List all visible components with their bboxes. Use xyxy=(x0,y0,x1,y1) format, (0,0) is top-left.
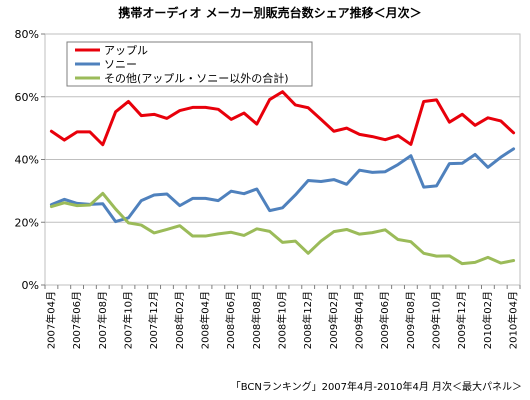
x-tick-label: 2008年10月 xyxy=(276,291,289,349)
series-line-1 xyxy=(49,147,516,224)
x-tick-label: 2008年06月 xyxy=(224,291,237,349)
y-axis: 0% 20% 40% 60% 80% xyxy=(15,28,45,292)
legend-label: その他(アップル・ソニー以外の合計) xyxy=(104,71,289,85)
gridlines xyxy=(45,96,520,223)
y-tick-label: 0% xyxy=(22,279,39,292)
y-tick-label: 60% xyxy=(15,91,39,104)
y-tick-label: 20% xyxy=(15,216,39,229)
x-tick-label: 2008年04月 xyxy=(198,291,211,349)
x-tick-label: 2007年06月 xyxy=(70,291,83,349)
legend-label: ソニー xyxy=(104,58,137,71)
x-tick-label: 2007年12月 xyxy=(147,291,160,349)
x-tick-label: 2008年08月 xyxy=(250,291,263,349)
x-tick-label: 2010年04月 xyxy=(507,291,520,349)
x-tick-label: 2009年06月 xyxy=(378,291,391,349)
x-tick-label: 2007年08月 xyxy=(96,291,109,349)
x-tick-label: 2008年12月 xyxy=(301,291,314,349)
x-tick-label: 2009年10月 xyxy=(430,291,443,349)
x-axis: 2007年04月 2007年06月 2007年08月 2007年10月 2007年12月… xyxy=(44,285,521,349)
series-lines xyxy=(49,90,516,266)
x-tick-label: 2009年08月 xyxy=(404,291,417,349)
series-line-2 xyxy=(49,191,516,266)
legend-label: アップル xyxy=(104,44,148,57)
x-tick-label: 2009年04月 xyxy=(353,291,366,349)
series-line-0 xyxy=(49,90,516,147)
y-tick-label: 40% xyxy=(15,154,39,167)
x-tick-label: 2010年02月 xyxy=(481,291,494,349)
legend-box xyxy=(66,41,313,87)
source-note: 「BCNランキング」2007年4月-2010年4月 月次＜最大パネル＞ xyxy=(230,382,522,393)
x-tick-label: 2009年12月 xyxy=(455,291,468,349)
y-tick-label: 80% xyxy=(15,28,39,41)
chart-title: 携帯オーディオ メーカー別販売台数シェア推移＜月次＞ xyxy=(118,5,421,20)
x-tick-label: 2007年10月 xyxy=(121,291,134,349)
x-tick-label: 2009年02月 xyxy=(327,291,340,349)
x-tick-label: 2007年04月 xyxy=(44,291,57,349)
x-tick-label: 2008年02月 xyxy=(173,291,186,349)
